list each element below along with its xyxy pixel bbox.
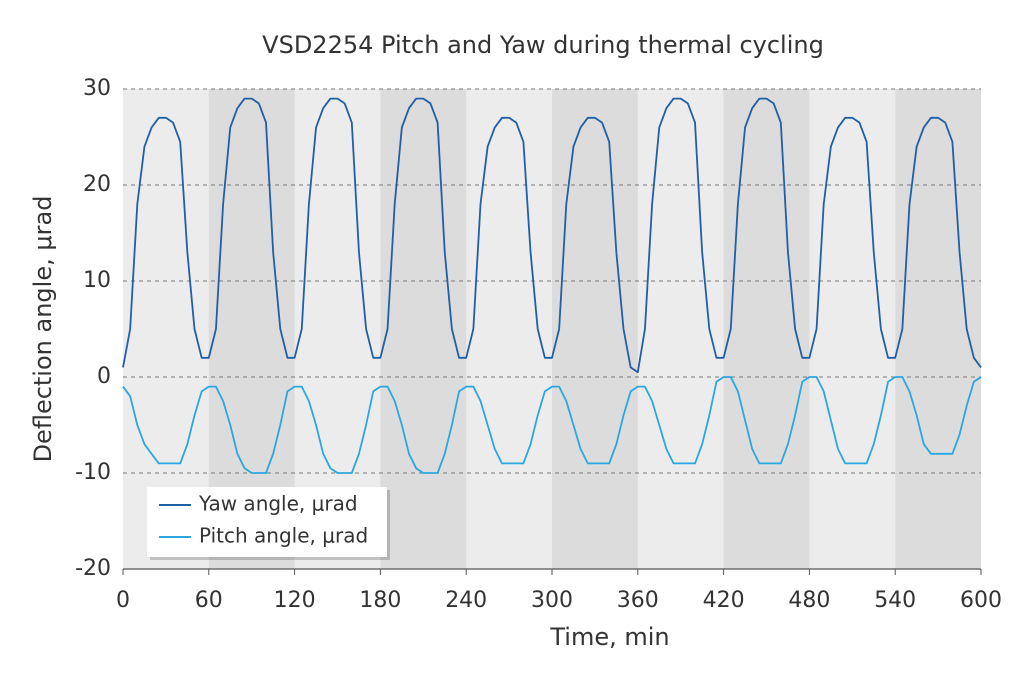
chart-title: VSD2254 Pitch and Yaw during thermal cyc… [262,31,824,59]
y-tick-label: -20 [75,556,111,581]
lines [122,97,982,474]
shaded-band [380,89,467,569]
series-line [122,376,982,474]
grid [122,88,982,575]
shaded-band [552,89,638,569]
legend: Yaw angle, μrad Pitch angle, μrad [147,487,390,560]
x-tick-label: 480 [788,588,830,613]
y-tick-label: 0 [97,364,111,389]
x-tick-label: 360 [617,588,659,613]
y-tick-label: 30 [83,76,111,101]
shaded-band [895,89,981,569]
y-axis-title: Deflection angle, μrad [29,196,57,463]
y-tick-label: -10 [75,460,111,485]
x-axis-title: Time, min [549,623,669,651]
x-tick-label: 600 [960,588,1002,613]
shaded-band [723,89,810,569]
legend-label: Yaw angle, μrad [198,492,358,516]
legend-label: Pitch angle, μrad [199,524,368,548]
y-tick-label: 10 [83,268,111,293]
x-tick-label: 420 [703,588,745,613]
x-tick-label: 60 [195,588,223,613]
x-tick-label: 300 [531,588,573,613]
x-tick-label: 240 [445,588,487,613]
x-tick-label: 120 [274,588,316,613]
x-tick-label: 540 [874,588,916,613]
x-tick-label: 180 [359,588,401,613]
y-tick-label: 20 [83,172,111,197]
x-tick-label: 0 [116,588,130,613]
series-line [122,97,982,374]
legend-box [147,487,387,557]
